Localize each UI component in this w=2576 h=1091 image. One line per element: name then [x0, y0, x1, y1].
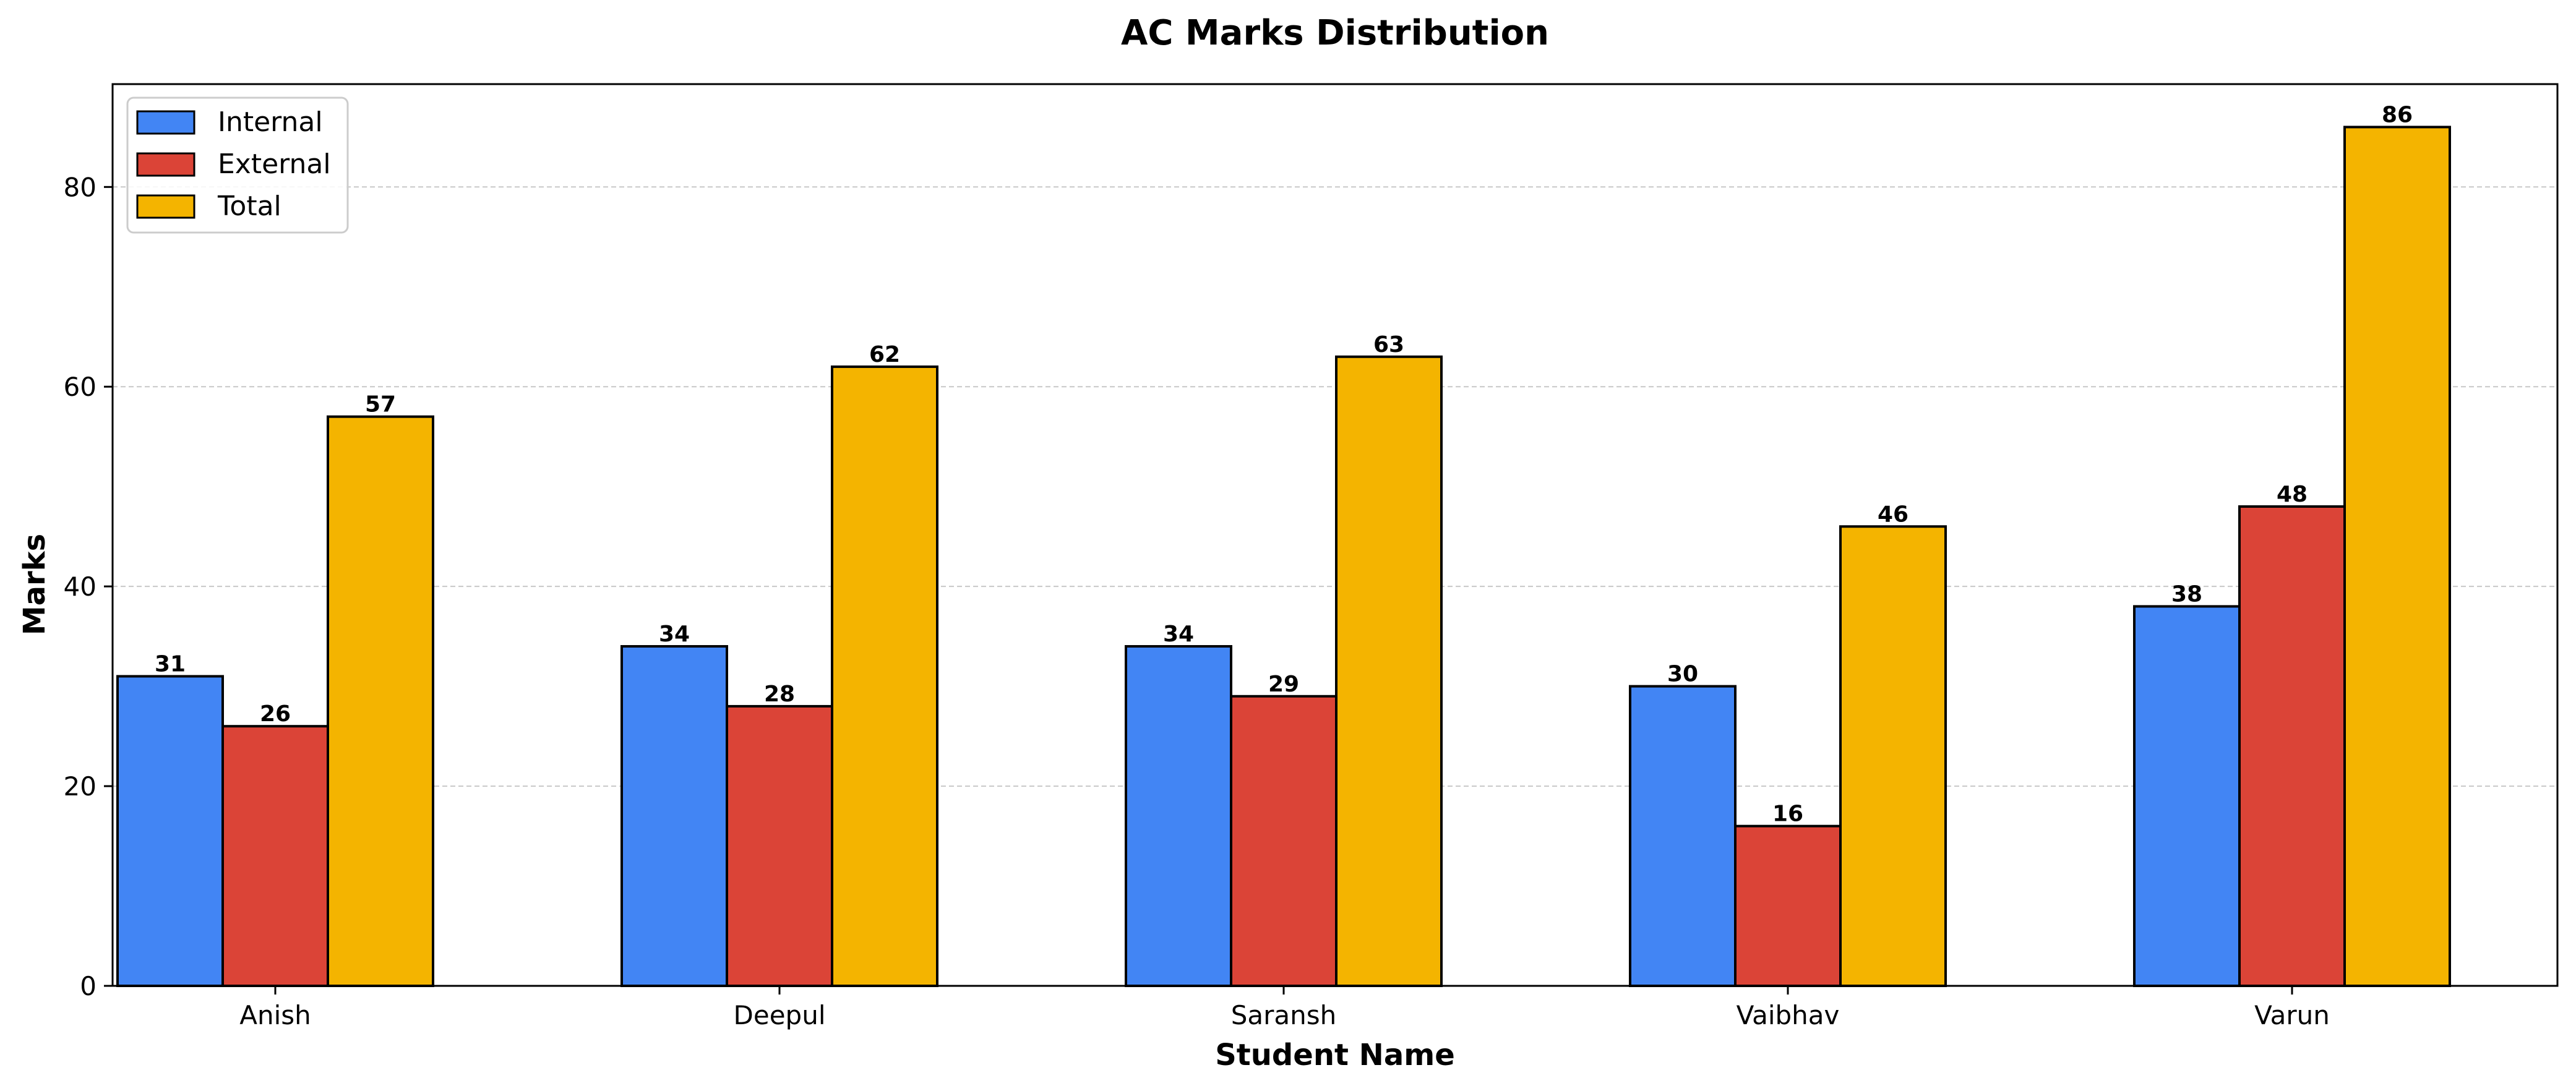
- data-label: 28: [764, 682, 795, 707]
- bars: [116, 126, 2451, 987]
- data-label: 34: [659, 622, 690, 647]
- x-tick-label: Anish: [239, 1000, 311, 1030]
- data-label: 63: [1373, 332, 1404, 357]
- bar-total-vaibhav: [1839, 525, 1947, 987]
- data-label: 86: [2382, 102, 2413, 127]
- y-tick-label: 20: [64, 771, 97, 802]
- data-label: 46: [1878, 502, 1908, 527]
- data-labels: 31 26 57 34 28 62 34 29 63 30 16 46 38 48 86: [155, 102, 2413, 826]
- data-label: 31: [155, 651, 186, 677]
- bar-internal-saransh: [1125, 645, 1232, 987]
- legend-swatch: [136, 152, 195, 177]
- data-label: 62: [869, 342, 900, 367]
- legend-entry: External: [218, 148, 331, 180]
- bar-total-anish: [327, 415, 434, 987]
- bar-internal-anish: [116, 675, 224, 987]
- chart-title: AC Marks Distribution: [1121, 13, 1549, 53]
- x-tick-label: Varun: [2254, 1000, 2330, 1030]
- bar-total-varun: [2343, 126, 2451, 987]
- data-label: 26: [260, 701, 291, 727]
- legend-swatch: [136, 194, 195, 219]
- bar-internal-vaibhav: [1629, 685, 1737, 987]
- bar-total-saransh: [1335, 355, 1443, 987]
- x-axis-label: Student Name: [1215, 1038, 1455, 1072]
- x-axis-ticks: Anish Deepul Saransh Vaibhav Varun: [239, 986, 2330, 1030]
- y-tick-label: 0: [80, 971, 97, 1001]
- data-label: 48: [2277, 482, 2308, 507]
- y-axis-label: Marks: [17, 534, 52, 635]
- y-axis-ticks: 0 20 40 60 80: [64, 172, 113, 1001]
- bar-total-deepul: [831, 365, 938, 987]
- legend-entry: Internal: [218, 106, 323, 138]
- bar-external-vaibhav: [1734, 824, 1842, 987]
- y-tick-label: 80: [64, 172, 97, 202]
- data-label: 30: [1667, 662, 1698, 687]
- x-tick-label: Vaibhav: [1737, 1000, 1840, 1030]
- y-tick-label: 60: [64, 372, 97, 402]
- bar-internal-varun: [2133, 605, 2241, 987]
- bar-internal-deepul: [620, 645, 728, 987]
- data-label: 16: [1772, 802, 1803, 827]
- bar-external-varun: [2238, 505, 2346, 987]
- bar-external-saransh: [1230, 695, 1337, 987]
- data-label: 57: [365, 392, 396, 417]
- data-label: 38: [2171, 581, 2202, 607]
- plot-area-frame: [111, 83, 2559, 987]
- y-tick-label: 40: [64, 571, 97, 602]
- bar-external-deepul: [726, 704, 833, 987]
- legend-swatch: [136, 110, 195, 135]
- legend-entry: Total: [217, 190, 281, 222]
- legend: Internal External Total: [126, 96, 349, 234]
- x-tick-label: Saransh: [1231, 1000, 1337, 1030]
- x-tick-label: Deepul: [734, 1000, 826, 1030]
- data-label: 29: [1268, 672, 1299, 697]
- data-label: 34: [1163, 622, 1194, 647]
- bar-external-anish: [221, 725, 329, 987]
